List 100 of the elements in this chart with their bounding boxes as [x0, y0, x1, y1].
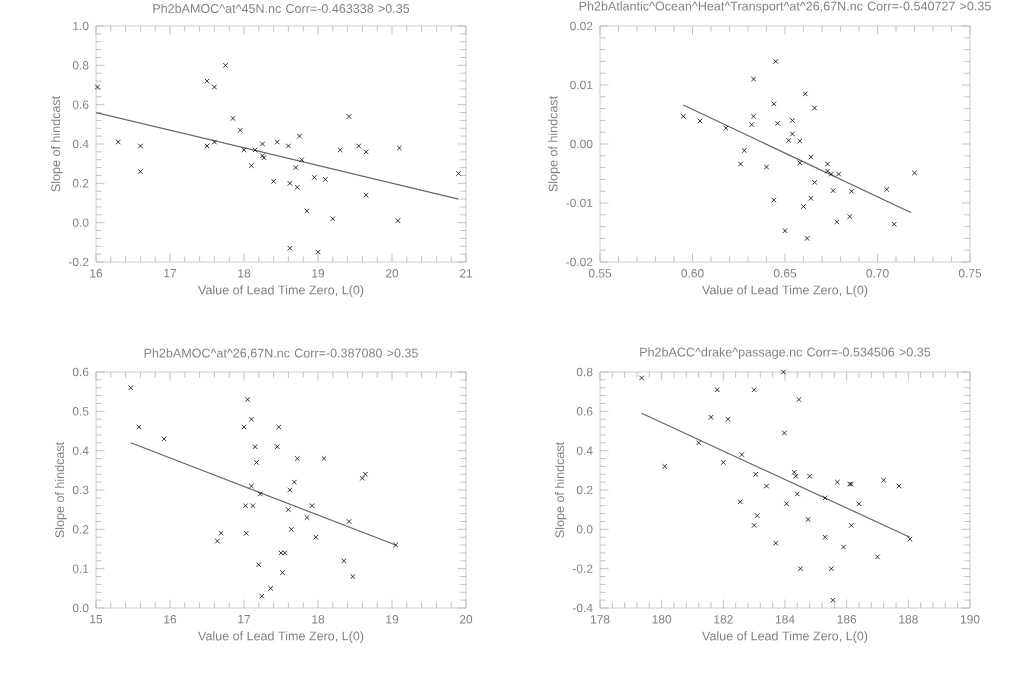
point	[341, 558, 347, 564]
point	[94, 84, 101, 90]
point	[259, 141, 266, 147]
point	[796, 396, 802, 403]
point	[330, 216, 336, 222]
point	[847, 213, 853, 220]
point	[248, 483, 255, 489]
point	[822, 495, 828, 501]
point	[697, 118, 703, 124]
point	[884, 186, 890, 193]
point	[346, 518, 352, 525]
point	[791, 469, 797, 475]
point	[161, 436, 167, 442]
point	[395, 218, 401, 224]
point	[750, 76, 757, 82]
point	[285, 507, 292, 513]
point	[218, 530, 224, 536]
point	[793, 473, 799, 479]
point	[725, 416, 731, 422]
point	[907, 536, 913, 542]
point	[294, 184, 300, 190]
point	[243, 530, 249, 536]
point	[211, 139, 218, 145]
point	[749, 121, 755, 128]
point	[737, 499, 743, 505]
point	[250, 503, 256, 509]
point	[276, 424, 282, 430]
point	[807, 473, 813, 479]
point	[800, 203, 807, 210]
point	[789, 131, 796, 137]
point	[259, 593, 265, 599]
point	[321, 455, 327, 462]
point	[256, 562, 262, 568]
point	[828, 171, 834, 177]
point	[137, 168, 144, 175]
point	[242, 503, 249, 509]
point	[737, 161, 744, 167]
point	[830, 597, 836, 603]
point	[337, 147, 343, 153]
point	[267, 585, 274, 591]
point	[136, 424, 142, 430]
point	[245, 396, 251, 403]
point	[828, 566, 834, 572]
point	[763, 164, 770, 170]
point	[288, 526, 295, 532]
point	[714, 387, 720, 393]
point	[304, 208, 310, 214]
point	[274, 139, 280, 145]
point	[293, 164, 299, 171]
point	[911, 170, 918, 176]
point	[830, 187, 836, 194]
point	[278, 550, 284, 556]
point	[248, 162, 255, 169]
point	[396, 145, 403, 151]
point	[257, 491, 263, 497]
point	[304, 514, 310, 521]
point	[741, 147, 747, 154]
point	[285, 143, 292, 149]
point	[786, 137, 792, 144]
point	[115, 139, 121, 145]
point	[881, 477, 887, 483]
point	[754, 512, 760, 519]
point	[322, 176, 329, 183]
point	[797, 160, 803, 166]
point	[840, 544, 847, 550]
point	[750, 113, 757, 119]
point	[287, 180, 293, 186]
point	[287, 487, 293, 493]
point	[137, 143, 144, 149]
point	[708, 414, 714, 420]
point	[773, 540, 779, 546]
point	[309, 503, 315, 509]
point	[299, 157, 305, 163]
point	[723, 125, 729, 131]
point	[789, 117, 796, 124]
point	[237, 127, 243, 133]
point	[455, 170, 462, 177]
point	[253, 459, 260, 466]
point	[315, 249, 321, 255]
point	[230, 115, 236, 122]
point	[774, 120, 781, 126]
point	[773, 58, 779, 65]
point	[393, 542, 399, 548]
point	[848, 188, 855, 194]
point	[359, 475, 366, 481]
point	[781, 430, 788, 436]
point	[356, 143, 362, 149]
point	[350, 573, 356, 580]
point	[753, 471, 759, 477]
point	[763, 483, 770, 489]
point	[797, 566, 804, 572]
point	[248, 416, 255, 422]
point	[782, 228, 788, 234]
point	[824, 161, 831, 167]
point	[780, 369, 787, 375]
point	[128, 385, 134, 391]
point	[771, 101, 777, 107]
point	[808, 154, 814, 160]
point	[662, 463, 668, 470]
point	[783, 501, 790, 507]
